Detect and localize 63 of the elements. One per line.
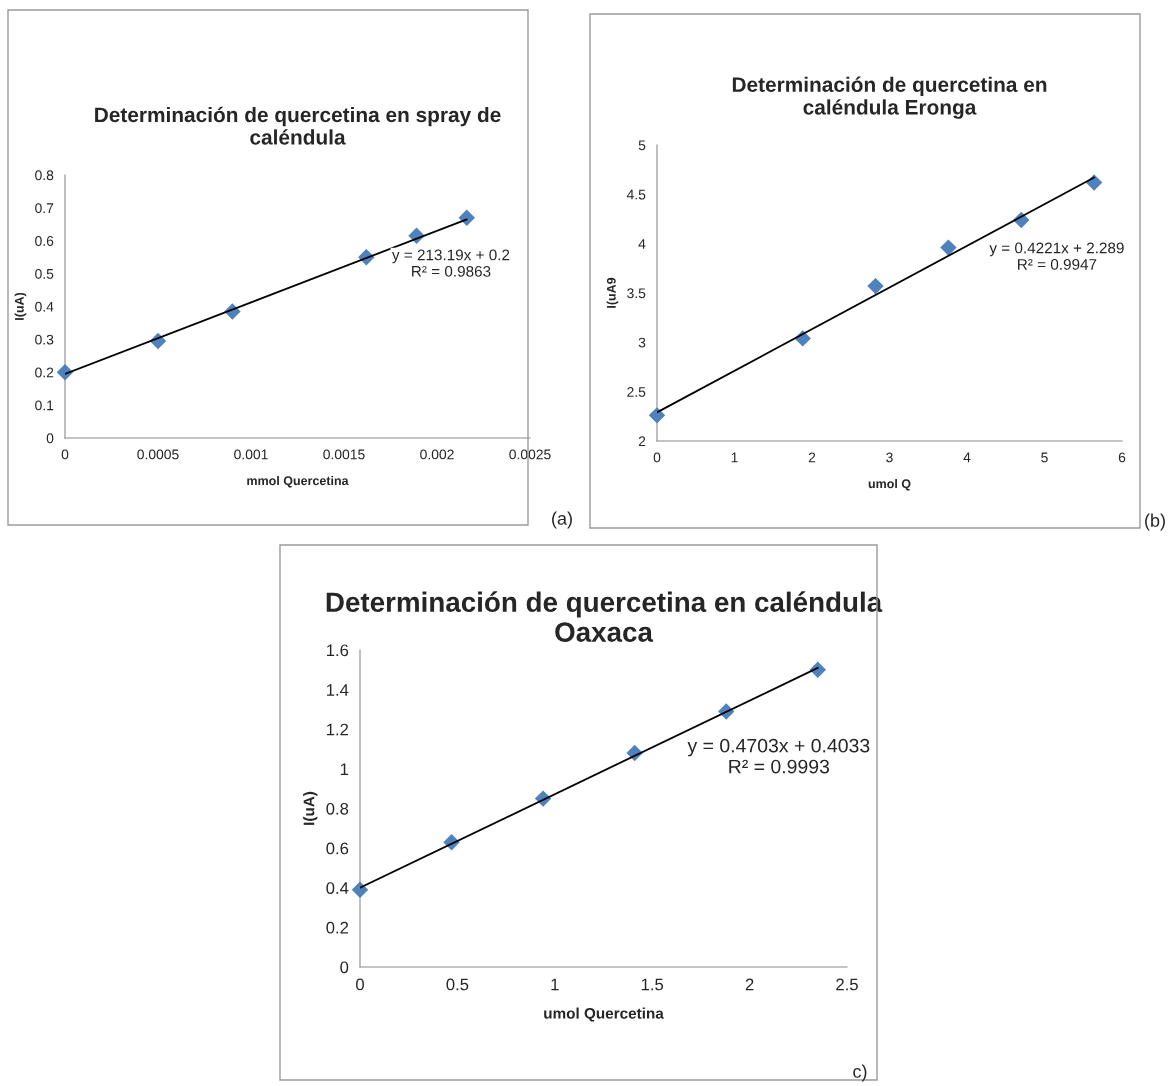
x-tick-label: 0 xyxy=(653,452,661,463)
y-tick-label: 0.2 xyxy=(326,921,349,934)
x-tick-label: 2 xyxy=(745,978,754,991)
x-tick-label: 1 xyxy=(731,452,738,463)
point xyxy=(867,277,884,295)
y-tick-label: 0 xyxy=(46,433,54,444)
text: (a) xyxy=(552,511,572,529)
y-tick-label: 0.8 xyxy=(326,802,349,815)
x-tick-label: 0.0015 xyxy=(323,449,365,460)
y-tick-label: 1.2 xyxy=(326,723,349,736)
x-tick-label: 6 xyxy=(1118,452,1126,463)
text: c) xyxy=(853,1064,867,1082)
y-tick-label: 0.1 xyxy=(35,400,54,411)
y-tick-label: 1 xyxy=(340,763,349,775)
y-tick-label: 0.7 xyxy=(35,203,54,214)
x-tick-label: 0.001 xyxy=(234,449,268,460)
x-tick-label: 0.0025 xyxy=(509,449,551,460)
x-tick-label: 1.5 xyxy=(641,978,664,991)
y-tick-label: 5 xyxy=(638,140,646,151)
x-tick-label: 5 xyxy=(1041,452,1048,463)
point xyxy=(648,407,666,424)
y-tick-label: 0.4 xyxy=(35,301,54,312)
x-tick-label: 0 xyxy=(356,978,364,991)
annotation: y = 213.19x + 0.2 R² = 0.9863 xyxy=(391,249,510,277)
annotation: y = 0.4703x + 0.4033 R² = 0.9993 xyxy=(687,738,870,774)
y-tick-label: 2 xyxy=(638,436,646,447)
x-tick-label: 0.5 xyxy=(446,978,469,991)
x-tick-label: 4 xyxy=(963,452,971,463)
x-tick-label: 3 xyxy=(886,452,893,463)
y-tick-label: 0.6 xyxy=(326,842,349,855)
y-tick-label: 1.6 xyxy=(326,644,349,657)
y-axis-title: I(uA) xyxy=(303,791,318,825)
x-tick-label: 2.5 xyxy=(836,978,858,991)
chart-title: Determinación de quercetina en spray de caléndula xyxy=(95,106,501,145)
y-tick-label: 4 xyxy=(638,239,646,249)
y-tick-label: 3 xyxy=(638,337,646,348)
y-tick-label: 2.5 xyxy=(627,387,646,397)
annotation: y = 0.4221x + 2.289 R² = 0.9947 xyxy=(989,242,1124,270)
y-tick-label: 3.5 xyxy=(627,288,646,299)
x-axis-title: umol Q xyxy=(868,478,911,491)
y-axis-title: I(uA9 xyxy=(606,277,619,308)
y-tick-label: 0.6 xyxy=(35,236,54,246)
point xyxy=(940,239,957,256)
y-axis-title: I(uA) xyxy=(14,292,27,320)
y-tick-label: 0.8 xyxy=(35,170,54,181)
y-tick-label: 0.2 xyxy=(35,367,54,378)
y-tick-label: 0.3 xyxy=(35,334,54,345)
chart-title: Determinación de quercetina en caléndula Eronga xyxy=(732,76,1047,119)
x-tick-label: 0.0005 xyxy=(137,449,179,460)
x-tick-label: 2 xyxy=(808,452,816,463)
x-tick-label: 0 xyxy=(61,449,69,460)
y-tick-label: 0.5 xyxy=(35,268,54,279)
x-axis-title: mmol Quercetina xyxy=(247,475,349,488)
x-tick-label: 1 xyxy=(551,978,559,991)
text: (b) xyxy=(1145,513,1165,531)
y-tick-label: 0.4 xyxy=(326,882,349,894)
chart-title: Determinación de quercetina en caléndula Oaxaca xyxy=(326,591,883,642)
y-tick-label: 4.5 xyxy=(626,189,646,200)
y-tick-label: 1.4 xyxy=(326,684,349,696)
y-tick-label: 0 xyxy=(340,961,349,974)
point xyxy=(458,209,475,226)
x-axis-title: umol Quercetina xyxy=(544,1007,664,1022)
x-tick-label: 0.002 xyxy=(420,449,454,460)
